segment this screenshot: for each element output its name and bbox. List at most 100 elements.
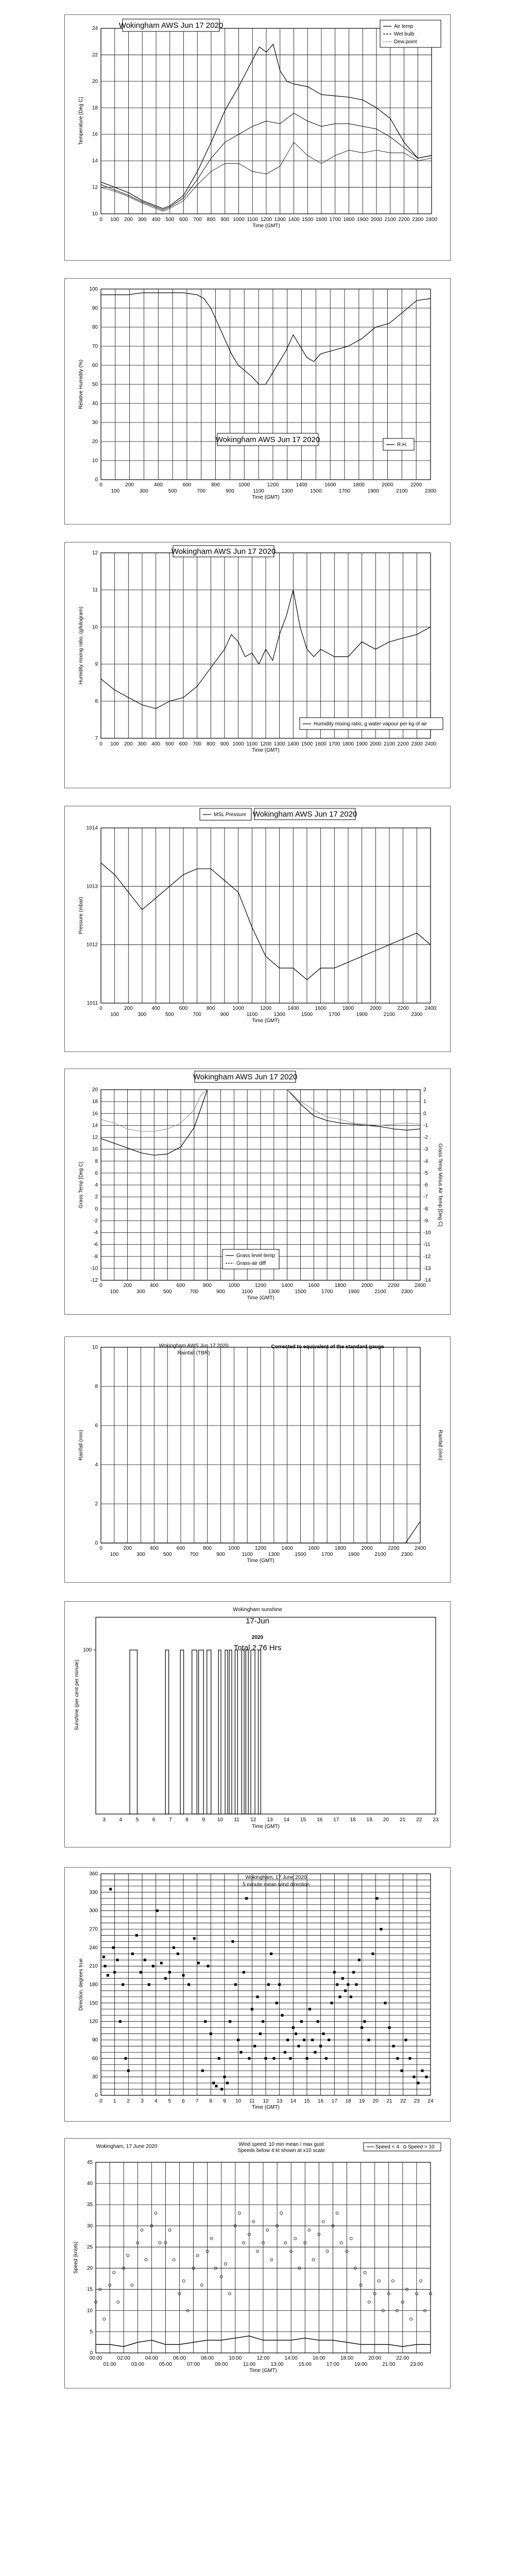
gust-point bbox=[108, 2283, 111, 2287]
direction-point bbox=[176, 1952, 179, 1955]
y-tick-label: 10 bbox=[92, 1345, 98, 1350]
direction-point bbox=[338, 1995, 341, 1998]
gust-point bbox=[242, 2241, 245, 2245]
x-tick-label: 11 bbox=[234, 1817, 239, 1823]
x-tick-label-bottom: 09:00 bbox=[215, 2362, 228, 2367]
y-axis-label: Rainfall (mm) bbox=[78, 1430, 84, 1460]
x-tick-label: 1700 bbox=[330, 217, 341, 223]
direction-point bbox=[118, 2020, 122, 2023]
x-tick-label-top: 600 bbox=[183, 482, 192, 488]
gust-point bbox=[396, 2309, 399, 2312]
gust-point bbox=[312, 2258, 315, 2262]
gust-point bbox=[377, 2279, 381, 2283]
x-tick-label: 17 bbox=[333, 1817, 339, 1823]
direction-point bbox=[204, 2020, 207, 2023]
gust-point bbox=[186, 2309, 190, 2312]
direction-point bbox=[242, 1971, 245, 1974]
gust-point bbox=[98, 2287, 102, 2291]
y-axis-label: Grass Temp [Deg C] bbox=[78, 1162, 84, 1209]
direction-point bbox=[212, 2081, 215, 2084]
y-tick-label: 210 bbox=[89, 1963, 98, 1969]
sunshine-bar bbox=[250, 1650, 255, 1815]
direction-point bbox=[352, 1971, 355, 1974]
x-tick-label: 22 bbox=[416, 1817, 422, 1823]
y-tick-label: 40 bbox=[92, 401, 98, 406]
x-tick-label: 200 bbox=[124, 217, 133, 223]
gust-point bbox=[307, 2228, 311, 2232]
direction-point bbox=[303, 2039, 306, 2041]
y-tick-label: 60 bbox=[92, 363, 98, 368]
gust-point bbox=[144, 2258, 148, 2262]
x-tick-label-bottom: 2100 bbox=[374, 1289, 386, 1295]
x-tick-label-bottom: 13:00 bbox=[271, 2362, 284, 2367]
plot-frame bbox=[95, 2162, 431, 2353]
gust-point bbox=[248, 2232, 251, 2236]
x-tick-label-top: 12:00 bbox=[256, 2355, 269, 2361]
plot-frame bbox=[100, 28, 432, 214]
y2-axis-label: Grass Temp Minus Air Temp [Deg C] bbox=[437, 1143, 443, 1227]
gust-point bbox=[233, 2224, 237, 2228]
y2-tick-label: 1 bbox=[423, 1099, 426, 1105]
direction-point bbox=[392, 2044, 395, 2047]
x-tick-label: 10 bbox=[217, 1817, 224, 1823]
x-tick-label-bottom: 700 bbox=[197, 488, 205, 494]
y-tick-label: 12 bbox=[92, 185, 98, 191]
y-tick-label: 10 bbox=[87, 2308, 93, 2314]
y-tick-label: 18 bbox=[92, 1099, 98, 1105]
direction-point bbox=[237, 2039, 240, 2041]
gust-point bbox=[391, 2279, 394, 2283]
direction-point bbox=[201, 2069, 204, 2072]
gust-point bbox=[205, 2249, 209, 2253]
direction-point bbox=[425, 2075, 428, 2078]
x-tick-label-top: 1000 bbox=[228, 1546, 240, 1551]
direction-point bbox=[262, 2020, 265, 2023]
y-tick-label: 45 bbox=[87, 2160, 93, 2165]
x-tick-label: 19 bbox=[367, 1817, 373, 1823]
x-tick-label-bottom: 300 bbox=[140, 488, 148, 494]
x-tick-label-top: 800 bbox=[203, 1283, 212, 1289]
x-tick-label-bottom: 300 bbox=[136, 1289, 145, 1295]
x-tick-label: 600 bbox=[179, 741, 188, 747]
x-tick-label: 2 bbox=[127, 2098, 130, 2104]
gust-point bbox=[294, 2237, 297, 2240]
x-tick-label: 16 bbox=[317, 1817, 323, 1823]
x-tick-label: 9 bbox=[223, 2098, 226, 2104]
direction-point bbox=[330, 2002, 333, 2005]
x-tick-label-bottom: 900 bbox=[216, 1552, 225, 1557]
x-tick-label-top: 1200 bbox=[255, 1546, 267, 1551]
x-tick-label: 900 bbox=[220, 217, 229, 223]
x-tick-label: 2100 bbox=[384, 741, 396, 747]
gridlines bbox=[95, 2162, 431, 2353]
gust-point bbox=[224, 2262, 227, 2266]
x-tick-label: 6 bbox=[182, 2098, 185, 2104]
x-axis-label: Time (GMT) bbox=[252, 2105, 280, 2110]
direction-point bbox=[151, 1964, 154, 1968]
mixing-ratio-chart-svg: 7 8 9 10 11 12 0 100 200 300 400 500 600 700 800 900 100… bbox=[78, 545, 443, 753]
direction-point bbox=[344, 1989, 347, 1992]
x-tick-label: 1200 bbox=[261, 217, 272, 223]
x-tick-label: 21 bbox=[400, 1817, 406, 1823]
x-tick-label-top: 14:00 bbox=[285, 2355, 298, 2361]
x-tick-label: 3 bbox=[141, 2098, 144, 2104]
x-tick-label: 1100 bbox=[247, 741, 258, 747]
legend-box bbox=[383, 438, 415, 451]
gust-point bbox=[126, 2253, 130, 2257]
y-tick-label: 6 bbox=[95, 1171, 98, 1176]
gust-point bbox=[219, 2275, 223, 2278]
direction-point bbox=[380, 1928, 383, 1930]
gridlines bbox=[100, 1873, 431, 2096]
gust-point bbox=[298, 2266, 301, 2270]
y-tick-label: 0 bbox=[95, 477, 98, 483]
x-tick-label-bottom: 700 bbox=[190, 1289, 198, 1295]
gust-point bbox=[158, 2241, 162, 2245]
x-tick-label-top: 200 bbox=[123, 1283, 132, 1289]
x-tick-label-top: 02:00 bbox=[117, 2355, 130, 2361]
gridlines bbox=[100, 1347, 421, 1544]
y-tick-label: 180 bbox=[89, 1982, 98, 1988]
chart-title: Wokingham AWS Jun 17 2020 bbox=[253, 810, 357, 819]
x-tick-label-top: 0 bbox=[99, 482, 102, 488]
chart-title: Wokingham, 17 June 2020 bbox=[96, 2144, 158, 2149]
x-tick-label: 11 bbox=[249, 2098, 255, 2104]
direction-point bbox=[264, 2057, 267, 2060]
